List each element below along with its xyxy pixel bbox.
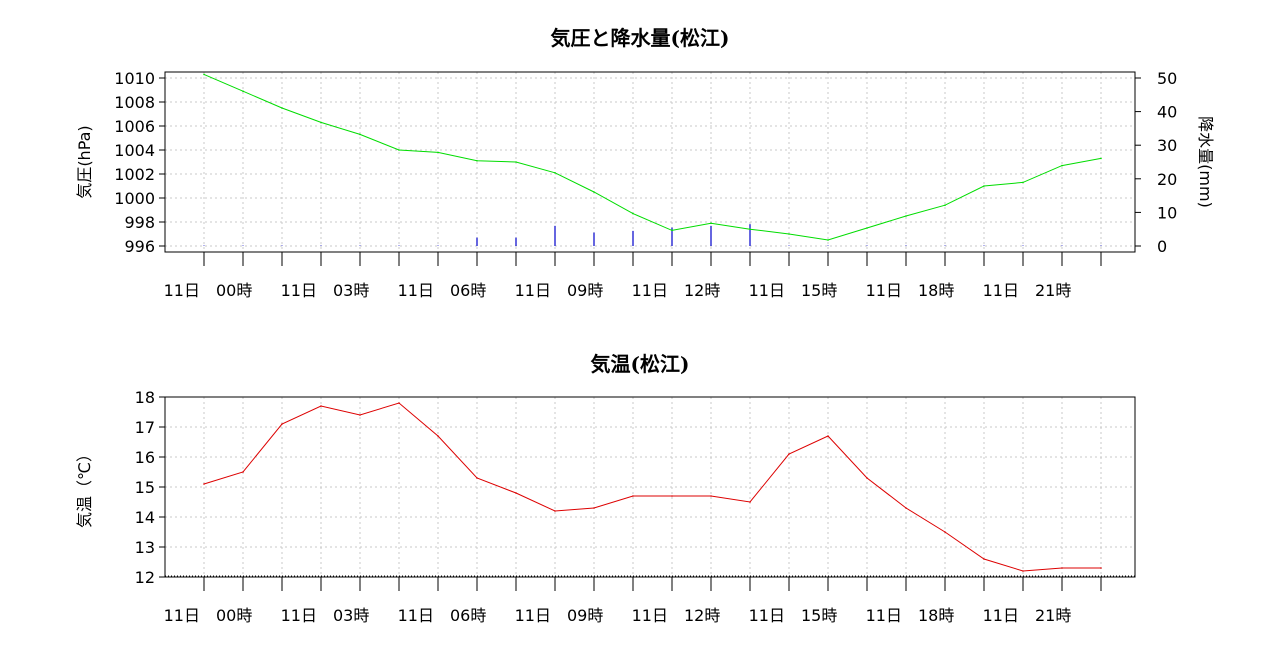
y2-tick-label: 10: [1157, 203, 1177, 222]
x-tick-label: 11日 21時: [983, 606, 1072, 625]
y2-tick-label: 30: [1157, 136, 1177, 155]
x-tick-label: 11日 21時: [983, 281, 1072, 300]
x-tick-label: 11日 00時: [164, 606, 253, 625]
x-tick-label: 11日 00時: [164, 281, 253, 300]
x-tick-label: 11日 12時: [632, 281, 721, 300]
temperature-point: [359, 414, 361, 416]
y-tick-label: 13: [135, 538, 155, 557]
plot-frame: [164, 71, 1136, 253]
temperature-point: [983, 558, 985, 560]
pressure-point: [242, 90, 244, 92]
temperature-point: [671, 495, 673, 497]
pressure-point: [1061, 164, 1063, 167]
pressure-point: [944, 204, 946, 206]
temperature-chart-title: 気温(松江): [590, 352, 690, 376]
temperature-point: [398, 402, 400, 404]
pressure-point: [476, 160, 478, 162]
temperature-point: [554, 510, 556, 512]
x-tick-label: 11日 09時: [515, 281, 604, 300]
y-tick-label: 18: [135, 388, 155, 407]
temperature-point: [710, 495, 712, 497]
pressure-point: [827, 239, 829, 241]
temperature-point: [944, 531, 946, 533]
x-tick-label: 11日 18時: [866, 606, 955, 625]
temperature-chart: 12 13 14 15 16 17 18 気温（℃） 11日 00時 11日 03時 11日 06時…: [75, 388, 1136, 625]
temperature-point: [827, 435, 829, 437]
x-tick-label: 11日 18時: [866, 281, 955, 300]
x-tick-label: 11日 15時: [749, 606, 838, 625]
y-tick-label: 16: [135, 448, 155, 467]
y2-tick-label: 50: [1157, 69, 1177, 88]
pressure-point: [359, 133, 361, 136]
temperature-line: [203, 402, 1101, 572]
pressure-point: [203, 73, 205, 76]
x-tick-label: 11日 03時: [281, 281, 370, 300]
x-tick-label: 11日 06時: [398, 606, 487, 625]
pressure-point: [1100, 157, 1102, 160]
y-tick-label: 17: [135, 418, 155, 437]
temperature-point: [203, 483, 205, 485]
y-axis-title: 気圧(hPa): [75, 125, 94, 198]
y2-tick-label: 0: [1157, 237, 1167, 256]
pressure-point: [866, 227, 868, 229]
y2-tick-label: 40: [1157, 103, 1177, 122]
x-tick-label: 11日 06時: [398, 281, 487, 300]
pressure-point: [905, 215, 907, 217]
temperature-point: [632, 495, 634, 497]
pressure-chart-title: 気圧と降水量(松江): [550, 26, 730, 50]
pressure-point: [515, 161, 517, 163]
y-tick-label: 998: [124, 213, 155, 232]
temperature-point: [281, 423, 283, 425]
pressure-point: [710, 222, 712, 224]
pressure-point: [1022, 181, 1024, 184]
x-tick-label: 11日 03時: [281, 606, 370, 625]
y-tick-label: 1004: [114, 141, 155, 160]
pressure-point: [281, 107, 283, 109]
pressure-point: [437, 151, 439, 154]
temperature-point: [788, 453, 790, 455]
y-tick-label: 1010: [114, 69, 155, 88]
y-tick-label: 996: [124, 237, 155, 256]
pressure-line: [203, 73, 1102, 241]
temperature-point: [749, 501, 751, 503]
temperature-point: [1061, 567, 1063, 569]
y-tick-label: 12: [135, 568, 155, 587]
pressure-point: [671, 229, 673, 232]
temperature-point: [593, 507, 595, 509]
y-axis-title: 気温（℃）: [75, 446, 94, 528]
pressure-point: [749, 228, 751, 230]
y-tick-label: 14: [135, 508, 155, 527]
temperature-point: [320, 405, 322, 407]
y-tick-label: 1000: [114, 189, 155, 208]
temperature-point: [437, 435, 439, 437]
pressure-point: [320, 121, 322, 124]
pressure-point: [593, 191, 595, 193]
pressure-point: [983, 185, 985, 187]
pressure-point: [398, 149, 400, 151]
pressure-point: [788, 233, 790, 235]
y-tick-label: 1002: [114, 165, 155, 184]
temperature-point: [242, 471, 244, 473]
x-tick-label: 11日 09時: [515, 606, 604, 625]
temperature-point: [1100, 567, 1102, 569]
temperature-point: [866, 477, 868, 479]
y-tick-label: 1006: [114, 117, 155, 136]
pressure-point: [554, 172, 556, 174]
y2-tick-label: 20: [1157, 170, 1177, 189]
temperature-point: [476, 477, 478, 479]
x-tick-label: 11日 15時: [749, 281, 838, 300]
y2-axis-title: 降水量(mm): [1196, 116, 1215, 208]
pressure-precipitation-chart: 996 998 1000 1002 1004 1006 1008 1010 気圧(hPa) 11日…: [75, 69, 1215, 300]
temperature-point: [515, 492, 517, 494]
x-tick-label: 11日 12時: [632, 606, 721, 625]
y-tick-label: 15: [135, 478, 155, 497]
temperature-point: [1022, 570, 1024, 572]
temperature-point: [905, 507, 907, 509]
y-tick-label: 1008: [114, 93, 155, 112]
pressure-point: [632, 212, 634, 215]
